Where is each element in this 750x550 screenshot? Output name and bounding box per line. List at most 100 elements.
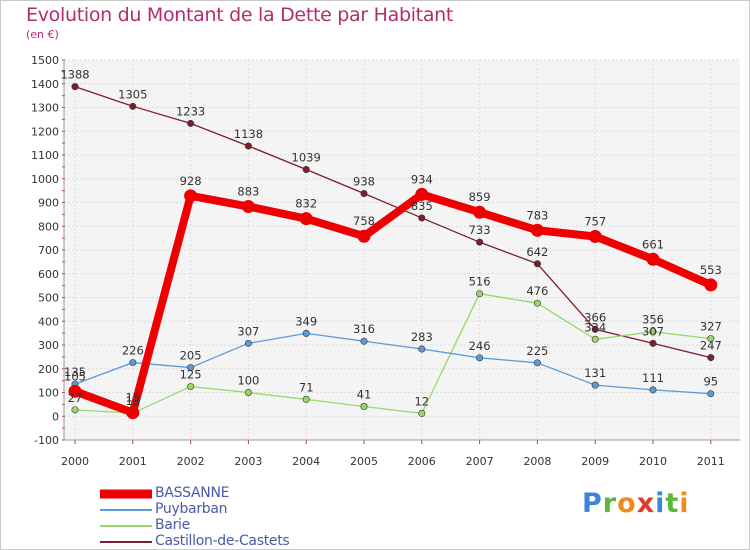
logo-letter: x — [636, 488, 656, 519]
data-point — [68, 384, 82, 398]
data-point — [533, 299, 541, 307]
data-point — [71, 83, 79, 91]
data-point — [244, 388, 252, 396]
data-point — [126, 406, 140, 420]
data-point — [646, 252, 660, 266]
data-point — [187, 364, 195, 372]
y-tick-label: 600 — [38, 268, 59, 281]
data-point — [533, 260, 541, 268]
y-axis: -100 0 100 200 300 400 500 600 700 800 900 1000 1100… — [31, 54, 65, 447]
x-tick-label: 2007 — [466, 455, 494, 468]
data-label: 13 — [125, 394, 140, 408]
series-line-barie — [74, 293, 712, 415]
data-label: 324 — [584, 320, 606, 334]
data-point — [649, 386, 657, 394]
x-tick-label: 2006 — [408, 455, 436, 468]
data-point — [591, 325, 599, 333]
data-label: 758 — [353, 214, 375, 228]
data-label: 12 — [414, 394, 429, 408]
logo-letter: o — [617, 488, 637, 519]
series-puybarban — [71, 329, 715, 398]
data-point — [187, 383, 195, 391]
x-tick-label: 2001 — [119, 455, 147, 468]
data-point — [129, 102, 137, 110]
legend-swatch — [100, 489, 152, 499]
data-point — [360, 189, 368, 197]
data-label: 553 — [700, 263, 722, 277]
data-label: 307 — [237, 324, 259, 338]
data-label: 1388 — [60, 68, 89, 82]
legend-swatch — [100, 541, 152, 543]
data-label: 71 — [299, 380, 314, 394]
logo-letter: i — [655, 488, 666, 519]
data-point — [244, 339, 252, 347]
y-tick-label: 1400 — [31, 78, 59, 91]
y-tick-label: 700 — [38, 244, 59, 257]
y-tick-label: 300 — [38, 339, 59, 352]
data-label: 246 — [469, 339, 491, 353]
y-tick-label: 500 — [38, 292, 59, 305]
data-point — [360, 337, 368, 345]
data-label: 327 — [700, 320, 722, 334]
x-tick-label: 2004 — [292, 455, 320, 468]
chart-title: Evolution du Montant de la Dette par Hab… — [26, 4, 454, 26]
legend-label: BASSANNE — [155, 485, 230, 501]
y-tick-label: 0 — [52, 410, 59, 423]
data-point — [302, 165, 310, 173]
x-tick-label: 2005 — [350, 455, 378, 468]
proxiti-logo: Proxiti — [582, 488, 690, 519]
x-tick-label: 2003 — [234, 455, 262, 468]
legend-swatch — [100, 509, 152, 511]
logo-letter: r — [602, 488, 618, 519]
data-label: 934 — [411, 172, 433, 186]
data-label: 205 — [180, 349, 202, 363]
data-point — [418, 214, 426, 222]
series-castillon-de-castets — [71, 83, 715, 362]
data-point — [415, 187, 429, 201]
data-point — [244, 142, 252, 150]
y-tick-label: 400 — [38, 315, 59, 328]
series-line-puybarban — [74, 332, 712, 395]
data-label: 476 — [526, 284, 548, 298]
logo-letter: P — [582, 488, 603, 519]
logo-letter: i — [679, 488, 690, 519]
series-barie — [71, 290, 715, 417]
data-label: 41 — [357, 388, 372, 402]
legend-label: Puybarban — [155, 501, 228, 517]
data-point — [476, 354, 484, 362]
data-point — [357, 229, 371, 243]
series-bassanne — [68, 187, 718, 420]
data-label: 1305 — [118, 87, 147, 101]
data-point — [533, 359, 541, 367]
data-point — [530, 223, 544, 237]
data-label: 1233 — [176, 104, 205, 118]
data-label: 783 — [526, 208, 548, 222]
data-point — [473, 205, 487, 219]
data-label: 15 — [125, 391, 140, 405]
y-tick-label: 1200 — [31, 125, 59, 138]
data-label: 27 — [68, 391, 83, 405]
data-label: 883 — [237, 185, 259, 199]
data-label: 225 — [526, 344, 548, 358]
data-label: 757 — [584, 214, 606, 228]
data-label: 247 — [700, 339, 722, 353]
y-tick-label: -100 — [34, 434, 59, 447]
data-point — [302, 395, 310, 403]
legend-swatch — [100, 525, 152, 527]
data-label: 832 — [295, 197, 317, 211]
data-label: 100 — [237, 374, 259, 388]
data-point — [704, 278, 718, 292]
data-labels: 1388 1305 1233 1138 1039 938 835 733 642 366 307 24… — [60, 68, 721, 409]
data-label: 135 — [64, 365, 86, 379]
data-point — [707, 390, 715, 398]
data-point — [418, 409, 426, 417]
data-point — [241, 200, 255, 214]
data-point — [707, 354, 715, 362]
data-label: 283 — [411, 330, 433, 344]
data-point — [360, 403, 368, 411]
y-tick-label: 100 — [38, 387, 59, 400]
data-label: 928 — [180, 174, 202, 188]
grid-lines — [64, 59, 740, 441]
x-tick-label: 2011 — [697, 455, 725, 468]
legend-label: Castillon-de-Castets — [155, 533, 290, 549]
